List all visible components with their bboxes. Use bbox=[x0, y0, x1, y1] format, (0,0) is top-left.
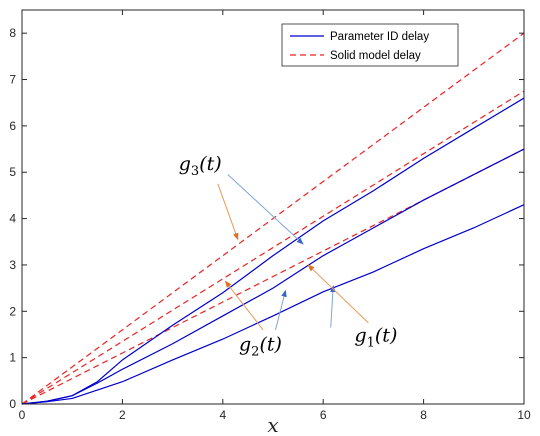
x-tick-label: 8 bbox=[420, 408, 427, 422]
series-layer bbox=[21, 32, 525, 405]
y-tick-label: 8 bbox=[9, 26, 16, 40]
y-tick-label: 3 bbox=[9, 258, 16, 272]
annotation-arrow bbox=[275, 289, 287, 330]
solid-model-delay-line-1 bbox=[21, 32, 525, 405]
annotation-arrow bbox=[330, 285, 336, 328]
y-tick-label: 4 bbox=[9, 212, 16, 226]
annotation-layer: g3(t) g2(t) g1(t) bbox=[179, 153, 398, 360]
y-tick-label: 2 bbox=[9, 304, 16, 318]
y-tick-label: 1 bbox=[9, 351, 16, 365]
annotation-arrow bbox=[227, 174, 304, 245]
y-tick-label: 6 bbox=[9, 119, 16, 133]
annotation-label-g2: g2(t) bbox=[239, 334, 282, 360]
legend-entry-label: Parameter ID delay bbox=[330, 31, 429, 43]
x-tick-label: 6 bbox=[320, 408, 327, 422]
plot-area bbox=[22, 10, 524, 404]
x-tick-label: 0 bbox=[19, 408, 26, 422]
legend-entry-label: Solid model delay bbox=[330, 50, 421, 62]
plot-frame bbox=[21, 9, 525, 405]
annotation-label-g1: g1(t) bbox=[354, 324, 397, 350]
y-tick-label: 5 bbox=[9, 165, 16, 179]
legend-box bbox=[281, 23, 459, 67]
x-tick-label: 4 bbox=[219, 408, 226, 422]
parameter-id-delay-line-5 bbox=[21, 148, 525, 405]
ticks-layer: 0 2 4 6 8 10 0 1 2 3 4 5 6 7 8 bbox=[9, 10, 531, 422]
x-tick-label: 2 bbox=[119, 408, 126, 422]
x-tick-label: 10 bbox=[517, 408, 531, 422]
solid-model-delay-line-2 bbox=[21, 90, 525, 405]
y-tick-label: 7 bbox=[9, 73, 16, 87]
annotation-arrow bbox=[217, 183, 239, 241]
annotation-label-g3: g3(t) bbox=[179, 153, 222, 179]
x-axis-label: x bbox=[267, 413, 278, 436]
annotation-arrow bbox=[307, 264, 369, 324]
legend: Parameter ID delay Solid model delay bbox=[281, 23, 459, 67]
annotation-arrow bbox=[224, 280, 264, 331]
y-tick-label: 0 bbox=[9, 397, 16, 411]
parameter-id-delay-line-6 bbox=[21, 204, 525, 405]
solid-model-delay-line-3 bbox=[21, 148, 525, 405]
